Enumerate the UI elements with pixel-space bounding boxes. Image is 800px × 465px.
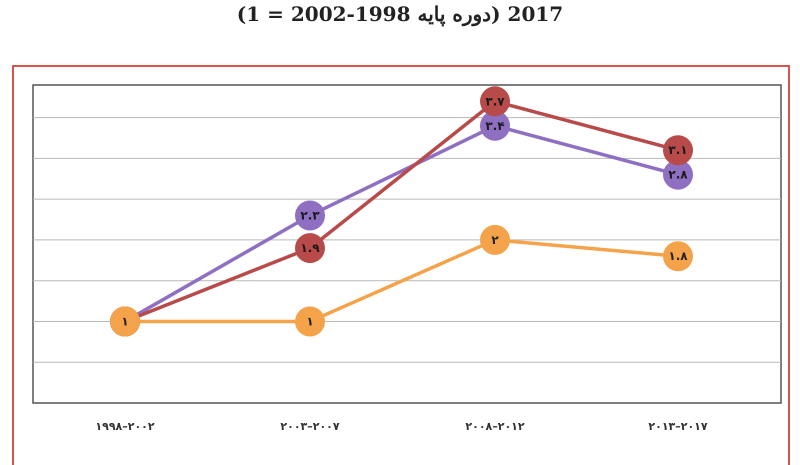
x-tick-label: ۲۰۰۸–۲۰۱۲ [465,420,524,433]
data-point [480,110,510,141]
chart-frame [12,65,790,465]
data-point [295,200,325,231]
data-label: ۳.۷ [485,94,505,108]
x-tick-label: ۲۰۰۳–۲۰۰۷ [280,420,339,433]
data-label: ۱ [306,314,313,328]
data-label: ۲.۸ [668,168,688,182]
series-line-2 [124,99,679,324]
x-tick-label: ۲۰۱۳–۲۰۱۷ [648,420,707,433]
data-point [480,86,510,117]
series-line-3 [125,238,679,324]
x-tick-label: ۱۹۹۸–۲۰۰۲ [95,420,154,433]
data-label: ۳.۱ [668,143,687,157]
data-point [663,159,693,190]
data-label: ۲ [491,233,499,247]
chart-title: 2017 (دوره پایه 1998-2002 = 1) [236,2,564,26]
data-label: ۱.۹ [300,241,320,255]
data-point [663,241,693,272]
data-point [295,306,325,337]
data-point [295,233,325,264]
data-point [663,135,693,166]
data-label: ۱.۸ [668,249,688,263]
data-label: ۱ [121,314,128,328]
data-point [480,224,510,255]
series-line-1 [124,124,679,323]
data-label: ۲.۳ [300,208,320,222]
plot-area [32,84,782,404]
data-label: ۳.۴ [485,119,504,133]
data-point [110,306,140,337]
